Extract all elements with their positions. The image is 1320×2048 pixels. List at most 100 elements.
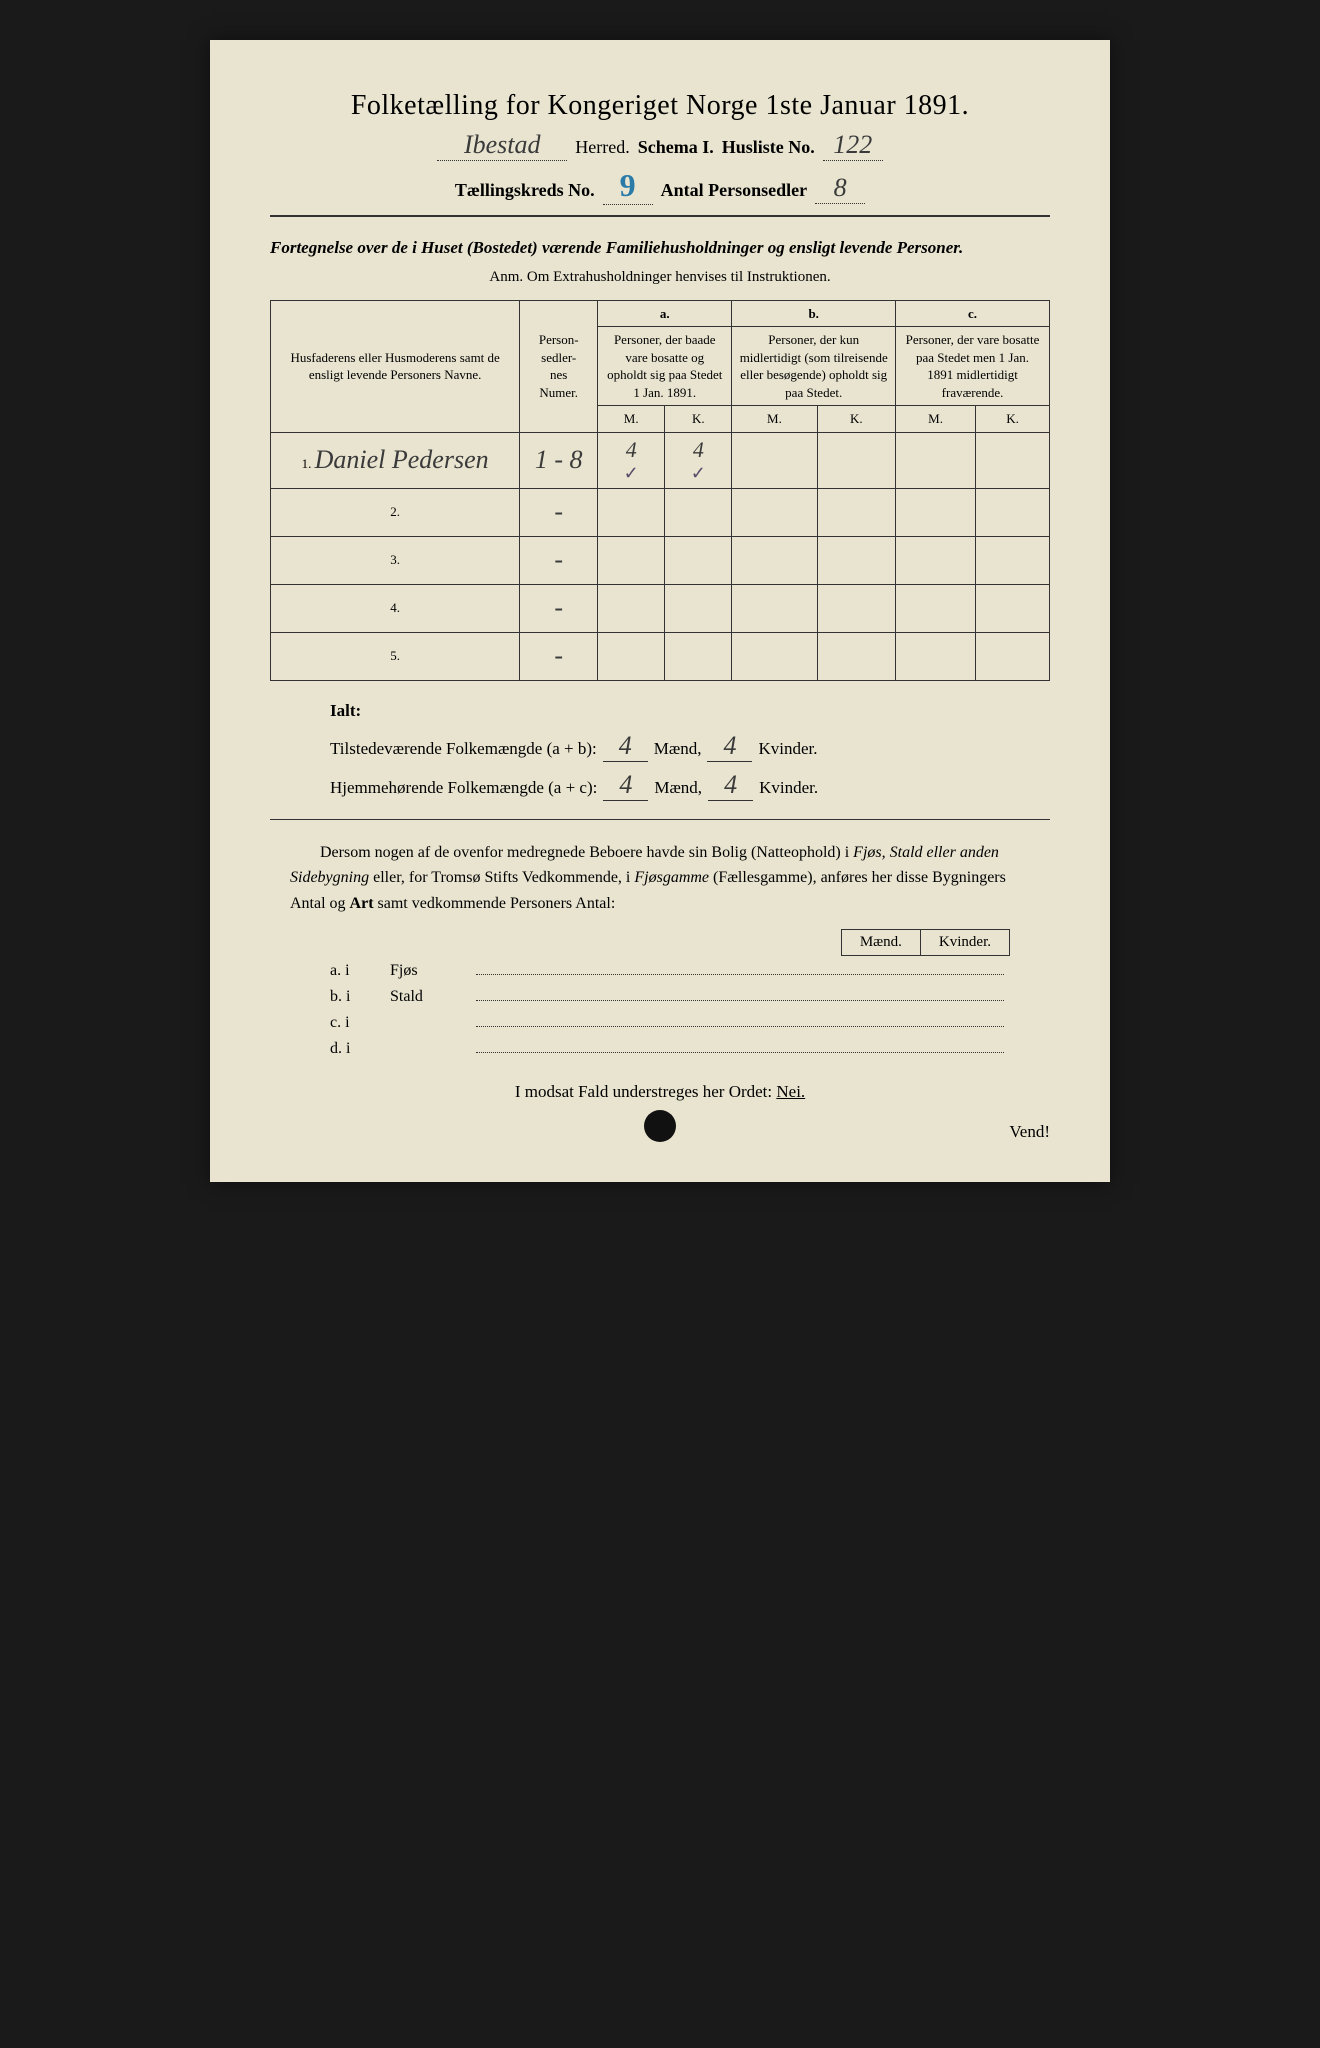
row-num: 1 - 8 [520,432,598,488]
row-b-k [817,536,896,584]
dots-fill [476,1052,1004,1053]
col-header-num: Person- sedler- nes Numer. [520,300,598,432]
husliste-label: Husliste No. [722,137,815,158]
table-row: 5. - [271,632,1050,680]
col-b-k: K. [817,406,896,433]
table-row: 2. - [271,488,1050,536]
sum-line-resident: Hjemmehørende Folkemængde (a + c): 4 Mæn… [330,770,1050,801]
row-b-k [817,432,896,488]
antal-label: Antal Personsedler [661,180,807,201]
page-title: Folketælling for Kongeriget Norge 1ste J… [270,90,1050,122]
row-a-m [598,536,665,584]
dots-fill [476,1026,1004,1027]
row-b-k [817,584,896,632]
row-a-m [598,488,665,536]
building-name: Fjøs [390,962,470,980]
ink-blot [644,1110,676,1142]
nei-line: I modsat Fald understreges her Ordet: Ne… [270,1082,1050,1102]
divider-2 [270,819,1050,820]
row-num: - [520,488,598,536]
row-c-k [976,536,1050,584]
row-a-m [598,584,665,632]
col-header-c: Personer, der vare bosatte paa Stedet me… [896,327,1050,406]
para-end: samt vedkommende Personers Antal: [374,895,616,912]
building-label: c. i [330,1014,390,1032]
row-c-k [976,432,1050,488]
row-name: 5. [271,632,520,680]
census-form-page: Folketælling for Kongeriget Norge 1ste J… [210,40,1110,1182]
herred-field: Ibestad [437,130,567,161]
sum-resident-m: 4 [603,770,648,801]
row-b-m [732,488,817,536]
building-label: d. i [330,1040,390,1058]
row-num: - [520,632,598,680]
row-c-m [896,488,976,536]
row-a-m [598,632,665,680]
table-row: 3. - [271,536,1050,584]
header-line-1: Ibestad Herred. Schema I. Husliste No. 1… [270,130,1050,161]
col-a-m: M. [598,406,665,433]
para-bold: Art [350,895,374,912]
kreds-no: 9 [603,167,653,205]
row-a-k [665,584,732,632]
mk-k: Kvinder. [920,929,1009,955]
row-c-m [896,632,976,680]
sum-present-label: Tilstedeværende Folkemængde (a + b): [330,739,597,759]
subtitle: Fortegnelse over de i Huset (Bostedet) v… [270,235,1050,261]
sum-present-k: 4 [707,731,752,762]
mk-header-box: Mænd. Kvinder. [270,929,1010,956]
building-name: Stald [390,988,470,1006]
herred-label: Herred. [575,137,629,158]
row-num: - [520,536,598,584]
para-it2: Fjøsgamme [634,869,709,886]
row-name: 1. Daniel Pedersen [271,432,520,488]
row-c-k [976,584,1050,632]
col-c-m: M. [896,406,976,433]
col-header-a: Personer, der baade vare bosatte og opho… [598,327,732,406]
row-b-m [732,632,817,680]
table-row: 1. Daniel Pedersen 1 - 8 4✓ 4✓ [271,432,1050,488]
row-c-k [976,632,1050,680]
row-a-k [665,632,732,680]
building-list: a. i Fjøs b. i Stald c. i d. i [330,962,1010,1058]
building-label: a. i [330,962,390,980]
row-a-k [665,536,732,584]
table-row: 4. - [271,584,1050,632]
anm-note: Anm. Om Extrahusholdninger henvises til … [270,269,1050,286]
col-header-c-top: c. [896,300,1050,327]
vend-label: Vend! [1009,1122,1050,1142]
building-row: b. i Stald [330,988,1010,1006]
mk-m: Mænd. [841,929,920,955]
divider-1 [270,215,1050,217]
row-b-k [817,488,896,536]
row-b-k [817,632,896,680]
row-b-m [732,432,817,488]
sum-m-label: Mænd, [654,739,702,759]
col-header-name: Husfaderens eller Husmoderens samt de en… [271,300,520,432]
nei-pre: I modsat Fald understreges her Ordet: [515,1082,777,1101]
ialt-label: Ialt: [330,701,1050,721]
sum-resident-label: Hjemmehørende Folkemængde (a + c): [330,778,597,798]
schema-label: Schema I. [638,137,714,158]
col-header-b: Personer, der kun midlertidigt (som tilr… [732,327,896,406]
col-c-k: K. [976,406,1050,433]
kreds-label: Tællingskreds No. [455,180,595,201]
row-c-m [896,432,976,488]
row-c-m [896,536,976,584]
sum-resident-k: 4 [708,770,753,801]
row-c-k [976,488,1050,536]
row-a-k [665,488,732,536]
building-row: d. i [330,1040,1010,1058]
husliste-no: 122 [823,130,883,161]
row-name: 3. [271,536,520,584]
antal-value: 8 [815,173,865,204]
col-b-m: M. [732,406,817,433]
row-a-k: 4✓ [665,432,732,488]
row-b-m [732,536,817,584]
building-row: c. i [330,1014,1010,1032]
nei-word: Nei. [776,1082,805,1101]
sum-present-m: 4 [603,731,648,762]
dots-fill [476,1000,1004,1001]
sum-k-label-2: Kvinder. [759,778,818,798]
row-c-m [896,584,976,632]
